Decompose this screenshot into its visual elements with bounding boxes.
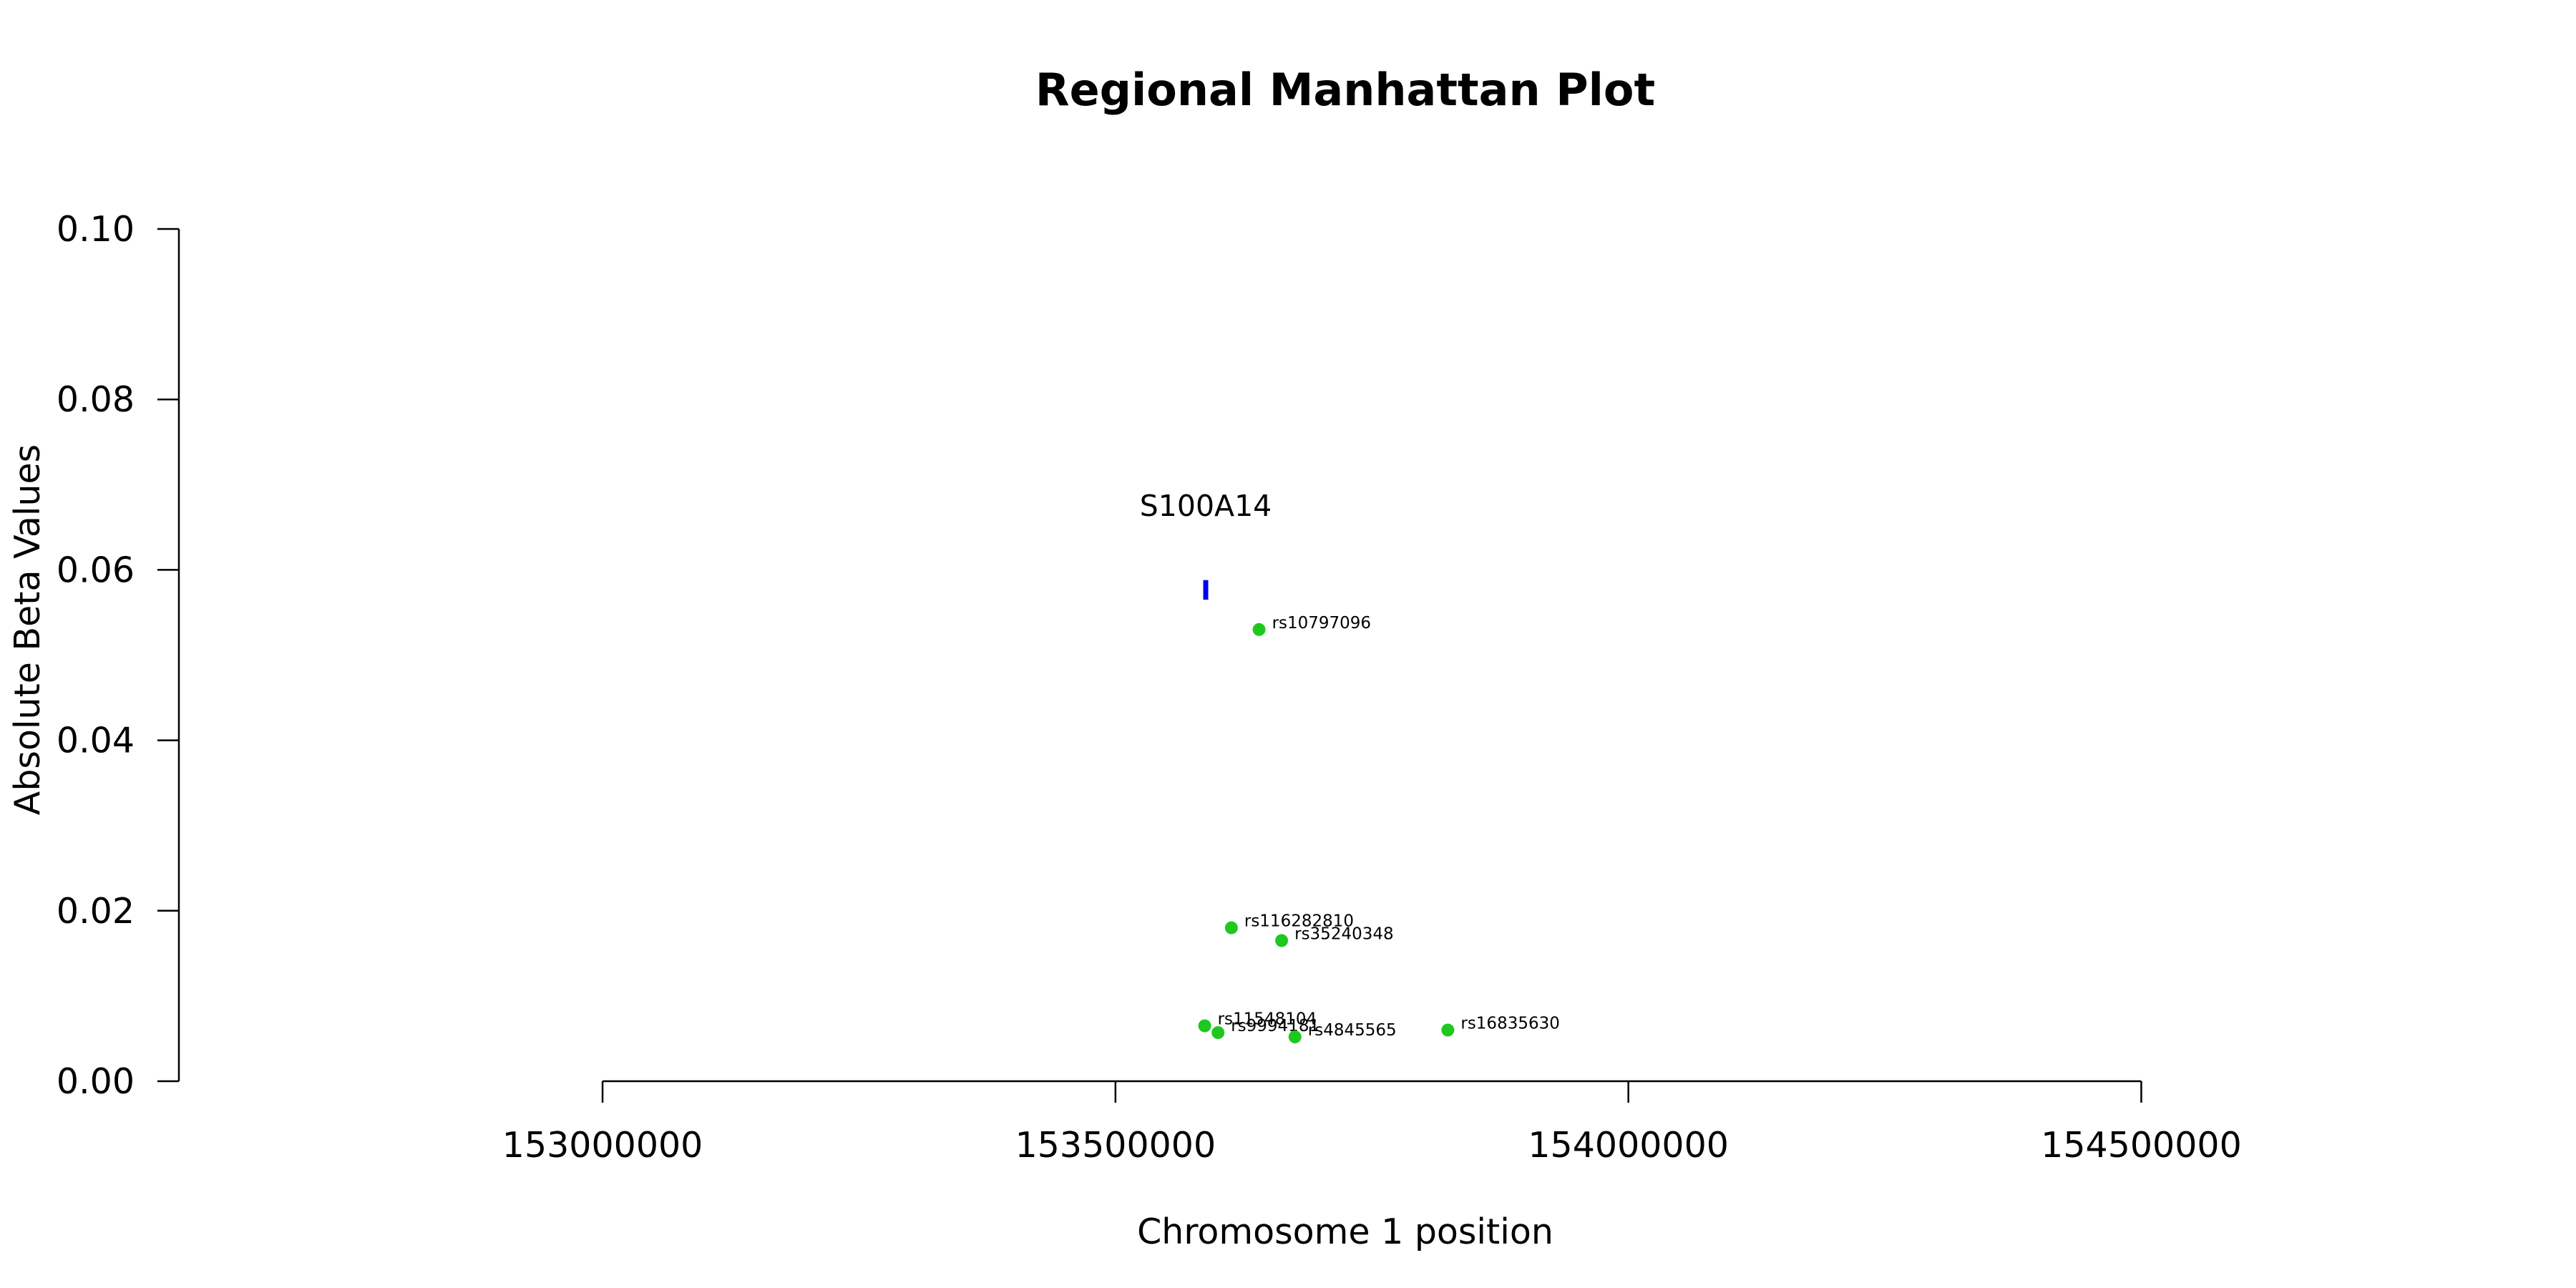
x-tick-label: 153500000 xyxy=(1015,1125,1216,1166)
snp-point xyxy=(1252,623,1266,636)
snp-label: rs4845565 xyxy=(1308,1021,1397,1040)
snp-label: rs16835630 xyxy=(1460,1015,1560,1033)
y-tick-label: 0.04 xyxy=(57,721,135,761)
snp-point xyxy=(1288,1030,1302,1044)
x-tick-label: 153000000 xyxy=(502,1125,703,1166)
snp-point xyxy=(1441,1023,1455,1037)
y-tick-label: 0.02 xyxy=(57,891,135,932)
gene-label: S100A14 xyxy=(1140,489,1272,523)
y-tick-label: 0.06 xyxy=(57,550,135,590)
y-tick-label: 0.00 xyxy=(57,1061,135,1102)
snp-point xyxy=(1198,1019,1211,1033)
y-tick-label: 0.08 xyxy=(57,379,135,420)
y-axis-title: Absolute Beta Values xyxy=(7,444,48,815)
snp-point xyxy=(1275,934,1289,947)
snp-label: rs11548104 xyxy=(1218,1010,1317,1029)
snp-label: rs9994181 xyxy=(1231,1017,1319,1035)
snp-point xyxy=(1224,921,1238,935)
snp-point xyxy=(1211,1026,1225,1040)
snp-label: rs35240348 xyxy=(1294,924,1394,943)
x-tick-label: 154500000 xyxy=(2041,1125,2242,1166)
snp-label: rs10797096 xyxy=(1272,614,1372,633)
y-tick-label: 0.10 xyxy=(57,209,135,250)
x-tick-label: 154000000 xyxy=(1528,1125,1729,1166)
gene-layer: S100A14 xyxy=(1140,489,1272,600)
axes: 0.00 0.02 0.04 0.06 0.08 0.10 153000000 1535000… xyxy=(57,209,2242,1166)
chart-title: Regional Manhattan Plot xyxy=(1035,64,1655,116)
snp-label: rs116282810 xyxy=(1244,912,1354,931)
x-axis-title: Chromosome 1 position xyxy=(1137,1211,1553,1252)
